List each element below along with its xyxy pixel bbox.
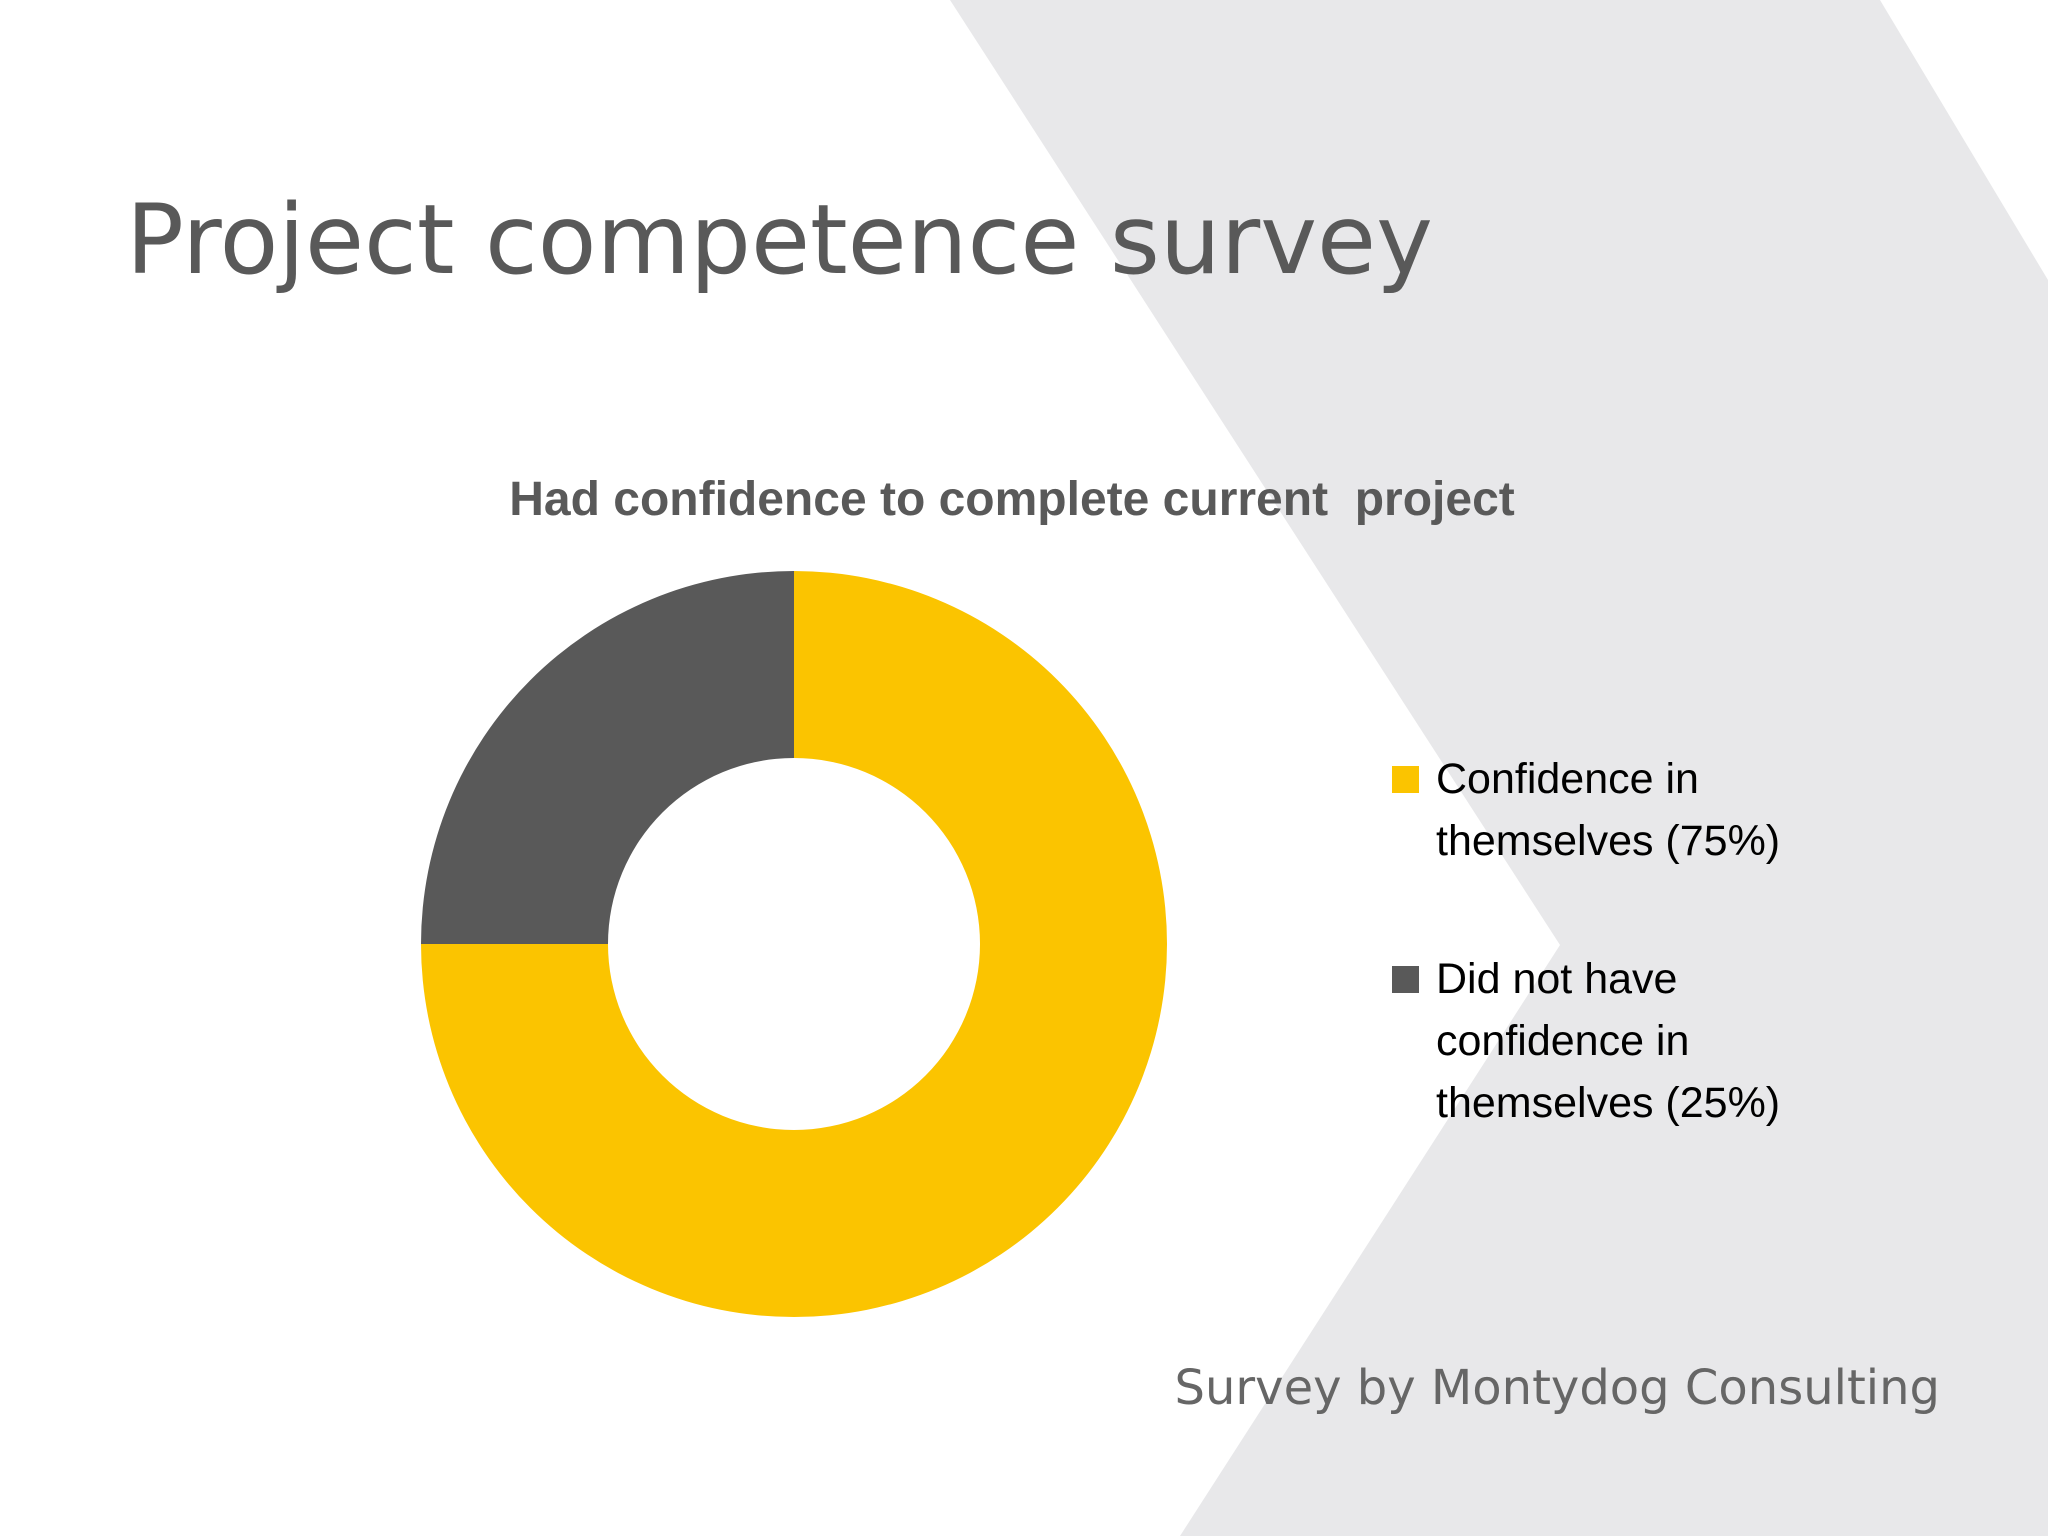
legend-swatch-confidence	[1392, 766, 1419, 793]
legend-label-no-confidence: Did not have confidence in themselves (2…	[1436, 955, 1781, 1127]
legend-item-confidence: Confidence in themselves (75%)	[1392, 748, 1852, 872]
donut-slice-no-confidence	[421, 571, 794, 944]
donut-chart	[421, 571, 1167, 1317]
footer-credit: Survey by Montydog Consulting	[1174, 1360, 1940, 1416]
chart-legend: Confidence in themselves (75%) Did not h…	[1392, 748, 1852, 1210]
legend-swatch-no-confidence	[1392, 966, 1419, 993]
legend-label-confidence: Confidence in themselves (75%)	[1436, 755, 1781, 865]
legend-item-no-confidence: Did not have confidence in themselves (2…	[1392, 948, 1852, 1134]
donut-slice-confidence	[421, 571, 1167, 1317]
chart-title: Had confidence to complete current proje…	[509, 473, 1515, 526]
slide-title: Project competence survey	[126, 184, 1433, 296]
